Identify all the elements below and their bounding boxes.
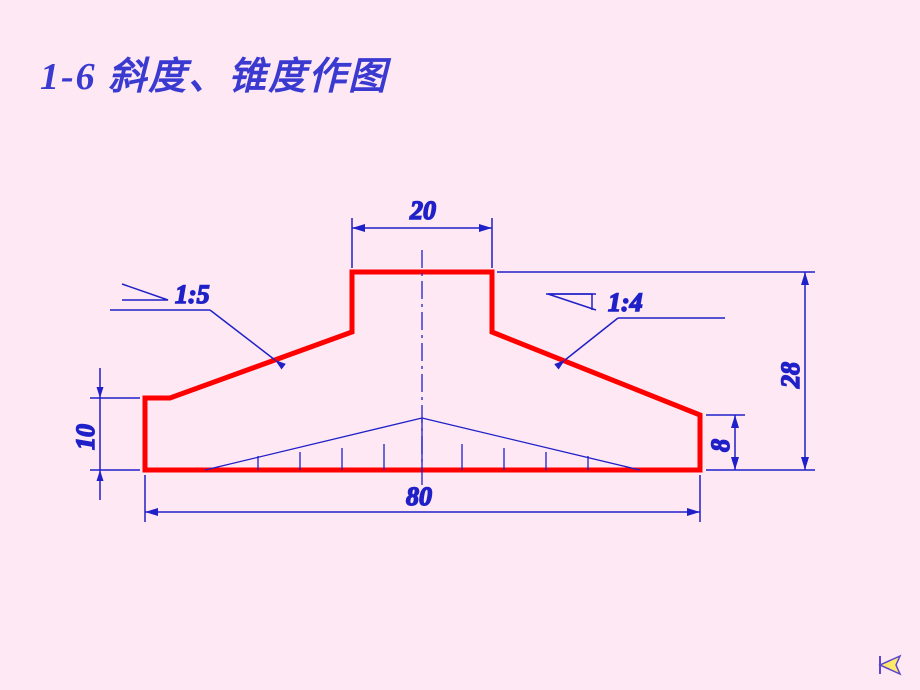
dim-width-80: 80 — [145, 475, 700, 522]
dim-28-value: 28 — [776, 362, 805, 389]
construction-lines — [205, 418, 640, 470]
dim-height-10: 10 — [71, 368, 140, 500]
dim-height-28: 28 — [497, 272, 815, 470]
nav-back-icon[interactable] — [876, 654, 902, 676]
slope-left: 1:5 — [110, 280, 275, 360]
dim-width-value: 80 — [406, 482, 432, 511]
dim-10-value: 10 — [71, 424, 100, 450]
engineering-drawing: 20 80 28 8 10 1:5 — [0, 0, 920, 690]
slope-right-value: 1:4 — [608, 288, 643, 317]
dim-height-8: 8 — [706, 415, 745, 470]
slope-right: 1:4 — [546, 288, 725, 360]
dim-top-value: 20 — [409, 196, 436, 225]
slope-left-value: 1:5 — [175, 280, 210, 309]
dim-8-value: 8 — [706, 439, 735, 452]
